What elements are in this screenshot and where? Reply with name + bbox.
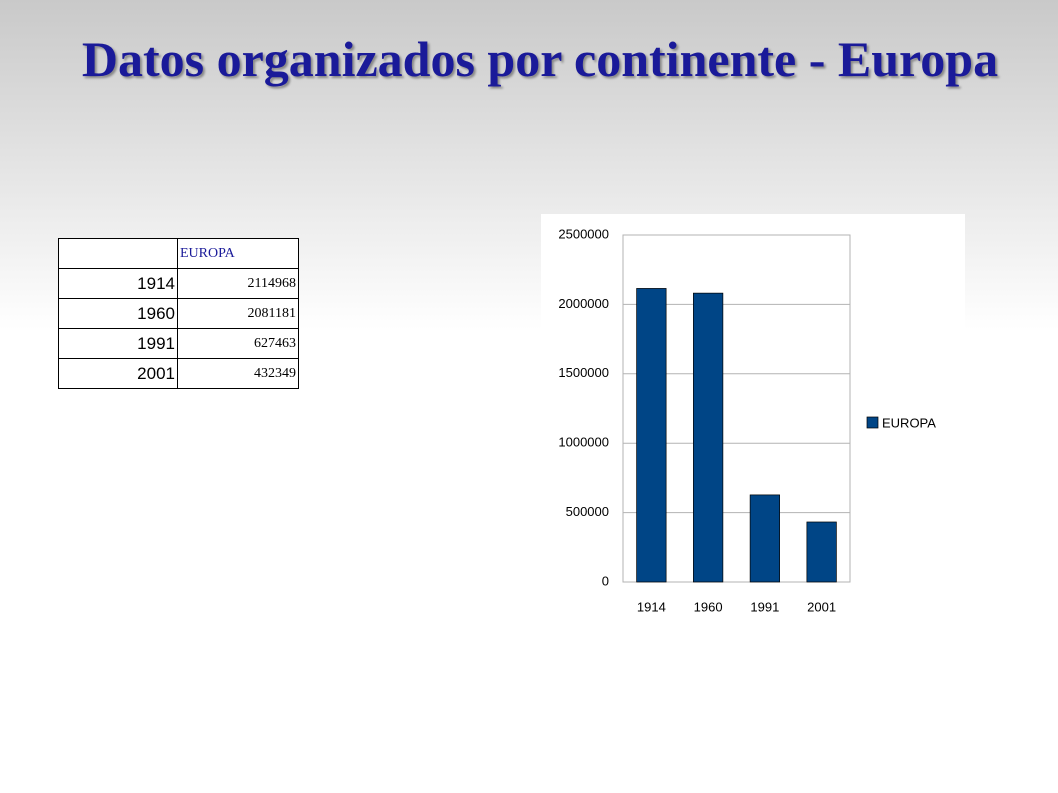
table-cell: 627463 — [177, 328, 299, 359]
bar — [693, 292, 724, 583]
table-row: 1914 2114968 — [58, 268, 299, 299]
bar — [749, 494, 780, 583]
table-cell: 2001 — [58, 358, 178, 389]
legend-swatch — [866, 416, 879, 429]
bar — [636, 288, 667, 583]
table-row: 1991 627463 — [58, 328, 299, 359]
table-row: 1960 2081181 — [58, 298, 299, 329]
y-tick-label: 1000000 — [558, 435, 609, 450]
slide-title: Datos organizados por continente - Europ… — [81, 31, 999, 87]
y-tick-label: 1500000 — [558, 365, 609, 380]
y-tick-label: 0 — [602, 573, 609, 588]
x-tick-label: 1991 — [750, 599, 779, 614]
bar — [806, 521, 837, 583]
y-tick-label: 2500000 — [558, 226, 609, 241]
table-row: 2001 432349 — [58, 358, 299, 389]
table-cell — [58, 238, 178, 269]
y-tick-label: 500000 — [566, 504, 609, 519]
table-cell: 432349 — [177, 358, 299, 389]
x-tick-label: 1960 — [694, 599, 723, 614]
y-tick-label: 2000000 — [558, 296, 609, 311]
table-cell: 1914 — [58, 268, 178, 299]
x-tick-label: 2001 — [807, 599, 836, 614]
data-table: EUROPA 1914 2114968 1960 2081181 1991 62746… — [58, 238, 299, 389]
x-tick-label: 1914 — [637, 599, 666, 614]
legend-label: EUROPA — [882, 415, 936, 430]
table-cell: 2081181 — [177, 298, 299, 329]
